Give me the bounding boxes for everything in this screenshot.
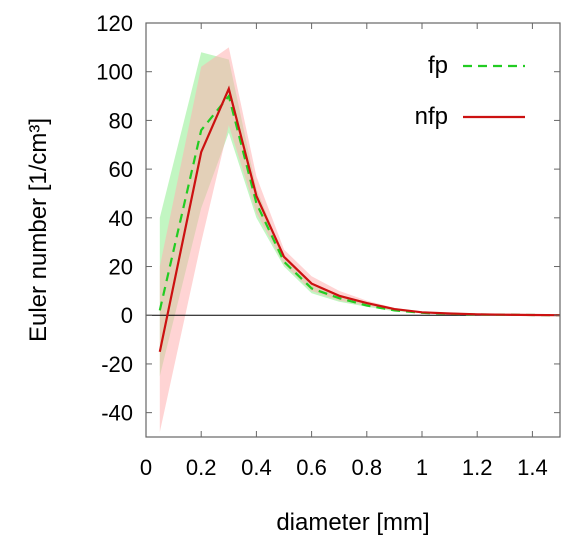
y-tick-label: 120 [96,11,133,36]
x-tick-label: 0.4 [241,455,272,480]
line-fp [158,93,560,317]
x-tick-label: 1 [416,455,428,480]
legend-label-nfp: nfp [415,103,448,130]
confidence-bands [159,47,560,433]
x-axis-ticks: 0 0.2 0.4 0.6 0.8 1 1.2 1.4 [140,23,548,480]
y-tick-label: -40 [101,401,133,426]
y-axis-label: Euler number [1/cm³] [25,118,52,342]
legend: fp nfp [415,52,525,130]
series-lines [158,85,560,353]
y-tick-label: 100 [96,60,133,85]
x-tick-label: 1.4 [517,455,548,480]
legend-label-fp: fp [428,52,448,79]
x-tick-label: 0.6 [296,455,327,480]
y-tick-label: 80 [109,108,133,133]
x-tick-label: 1.2 [462,455,493,480]
x-axis-label: diameter [mm] [276,509,429,536]
y-tick-label: 20 [109,255,133,280]
y-tick-label: 40 [109,206,133,231]
x-tick-label: 0 [140,455,152,480]
band-nfp [159,47,560,433]
y-tick-label: 60 [109,157,133,182]
x-tick-label: 0.2 [186,455,217,480]
y-tick-label: -20 [101,352,133,377]
x-tick-label: 0.8 [352,455,383,480]
y-tick-label: 0 [121,303,133,328]
y-axis-ticks: -40 -20 0 20 40 60 80 100 120 [96,11,560,426]
line-nfp [158,85,560,353]
plot-frame [145,22,561,438]
